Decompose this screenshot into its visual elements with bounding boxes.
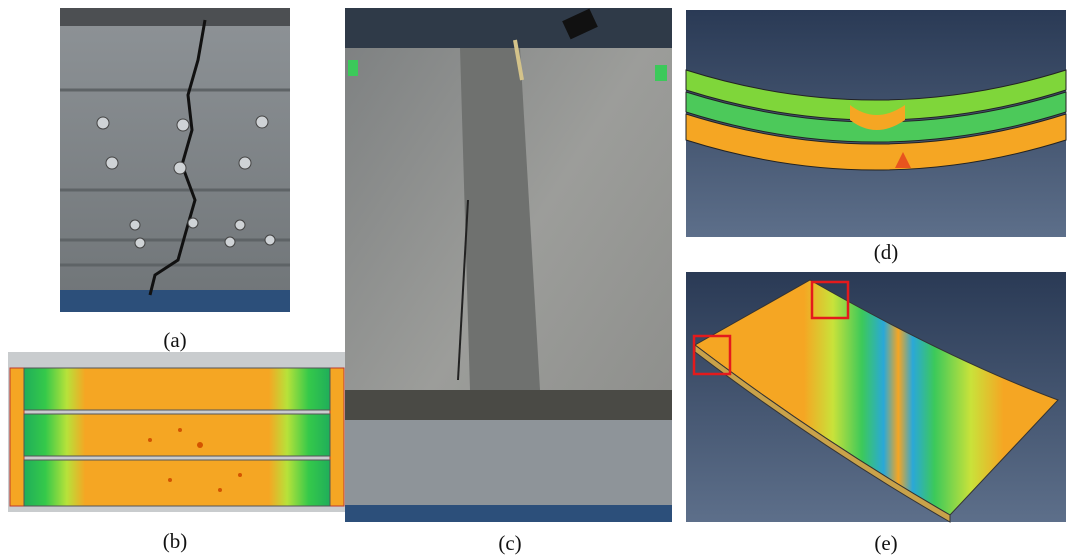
panel-label: (a)	[163, 328, 186, 352]
contour-b	[8, 352, 348, 512]
contour-e	[686, 272, 1066, 522]
panel-label: (c)	[498, 531, 521, 555]
panel-label: (d)	[874, 240, 899, 264]
panel-label: (b)	[163, 529, 188, 553]
photo-c	[345, 8, 672, 522]
contour-d	[686, 10, 1066, 237]
photo-a	[60, 8, 290, 312]
panel-label: (e)	[874, 531, 897, 555]
figure: (a) (b) (c) (d)	[0, 0, 1070, 557]
